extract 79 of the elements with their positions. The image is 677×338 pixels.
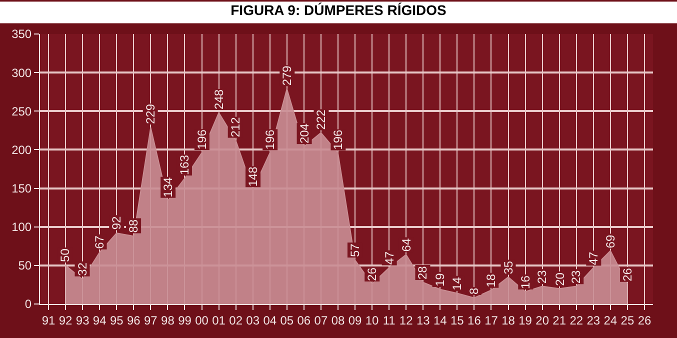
x-tick-label: 16 <box>468 313 482 328</box>
x-tick-label: 09 <box>348 313 362 328</box>
y-tick-label: 350 <box>12 27 32 42</box>
x-tick-label: 00 <box>195 313 209 328</box>
data-label: 47 <box>586 251 601 266</box>
x-tick-label: 18 <box>502 313 516 328</box>
data-label: 92 <box>110 216 124 230</box>
x-tick-label: 92 <box>58 313 73 328</box>
x-tick-label: 99 <box>178 313 192 328</box>
x-tick-label: 06 <box>297 313 311 328</box>
y-tick-label: 200 <box>12 142 32 157</box>
data-label: 26 <box>620 268 635 282</box>
data-label: 23 <box>535 270 550 284</box>
x-tick-label: 05 <box>280 313 294 328</box>
data-label: 248 <box>212 89 226 110</box>
x-tick-label: 08 <box>331 313 345 328</box>
data-label: 69 <box>604 234 618 248</box>
x-tick-label: 94 <box>92 313 107 328</box>
data-label: 279 <box>280 65 294 86</box>
data-label: 47 <box>382 251 396 265</box>
x-tick-label: 97 <box>144 313 158 328</box>
data-label: 35 <box>501 260 516 274</box>
data-label: 204 <box>297 123 312 144</box>
data-label: 26 <box>365 267 380 281</box>
x-tick-label: 14 <box>433 313 448 328</box>
x-tick-label: 24 <box>604 313 618 328</box>
data-label: 196 <box>263 129 278 150</box>
x-tick-label: 21 <box>552 313 566 328</box>
y-tick-label: 0 <box>24 297 32 312</box>
x-tick-label: 25 <box>620 313 634 328</box>
data-label: 67 <box>92 235 106 249</box>
data-label: 23 <box>569 270 584 284</box>
x-tick-label: 95 <box>110 313 124 328</box>
data-label: 212 <box>228 116 242 138</box>
x-tick-label: 22 <box>570 313 584 328</box>
data-label: 16 <box>518 275 533 289</box>
data-label: 163 <box>177 154 192 175</box>
data-label: 14 <box>450 276 464 290</box>
data-label: 229 <box>143 104 158 124</box>
x-tick-label: 26 <box>638 313 652 328</box>
x-tick-label: 01 <box>212 313 226 328</box>
x-tick-label: 03 <box>246 313 260 328</box>
chart-title: FIGURA 9: DÚMPERES RÍGIDOS <box>230 2 446 18</box>
x-tick-label: 19 <box>518 313 532 328</box>
x-tick-label: 07 <box>314 313 328 328</box>
y-tick-label: 50 <box>18 258 32 273</box>
x-tick-label: 93 <box>76 313 90 328</box>
data-label: 196 <box>331 129 346 150</box>
x-tick-label: 02 <box>229 313 243 328</box>
data-label: 50 <box>58 248 72 262</box>
data-label: 32 <box>75 262 90 276</box>
x-tick-label: 17 <box>484 313 498 328</box>
data-label: 8 <box>466 288 481 295</box>
data-label: 222 <box>314 109 328 130</box>
x-tick-label: 12 <box>399 313 414 328</box>
y-tick-label: 150 <box>12 181 32 196</box>
data-label: 88 <box>126 219 141 233</box>
data-label: 57 <box>348 243 362 258</box>
y-tick-label: 300 <box>12 66 32 80</box>
x-tick-label: 98 <box>161 313 175 328</box>
x-tick-label: 13 <box>416 313 430 328</box>
y-tick-label: 250 <box>12 104 32 118</box>
data-label: 196 <box>194 129 209 150</box>
x-tick-label: 23 <box>586 313 600 328</box>
x-tick-label: 91 <box>42 313 56 328</box>
x-tick-label: 96 <box>126 313 141 328</box>
y-tick-label: 100 <box>12 220 32 234</box>
data-label: 134 <box>161 176 176 198</box>
data-label: 19 <box>432 272 447 286</box>
x-tick-label: 15 <box>450 313 464 328</box>
data-label: 148 <box>246 166 260 187</box>
data-label: 18 <box>484 274 498 288</box>
x-tick-label: 04 <box>263 313 277 328</box>
data-label: 20 <box>552 272 567 286</box>
x-tick-label: 10 <box>365 313 380 328</box>
x-tick-label: 11 <box>382 313 396 328</box>
data-label: 64 <box>399 238 414 252</box>
data-label: 28 <box>416 266 430 280</box>
x-tick-label: 20 <box>536 313 550 328</box>
